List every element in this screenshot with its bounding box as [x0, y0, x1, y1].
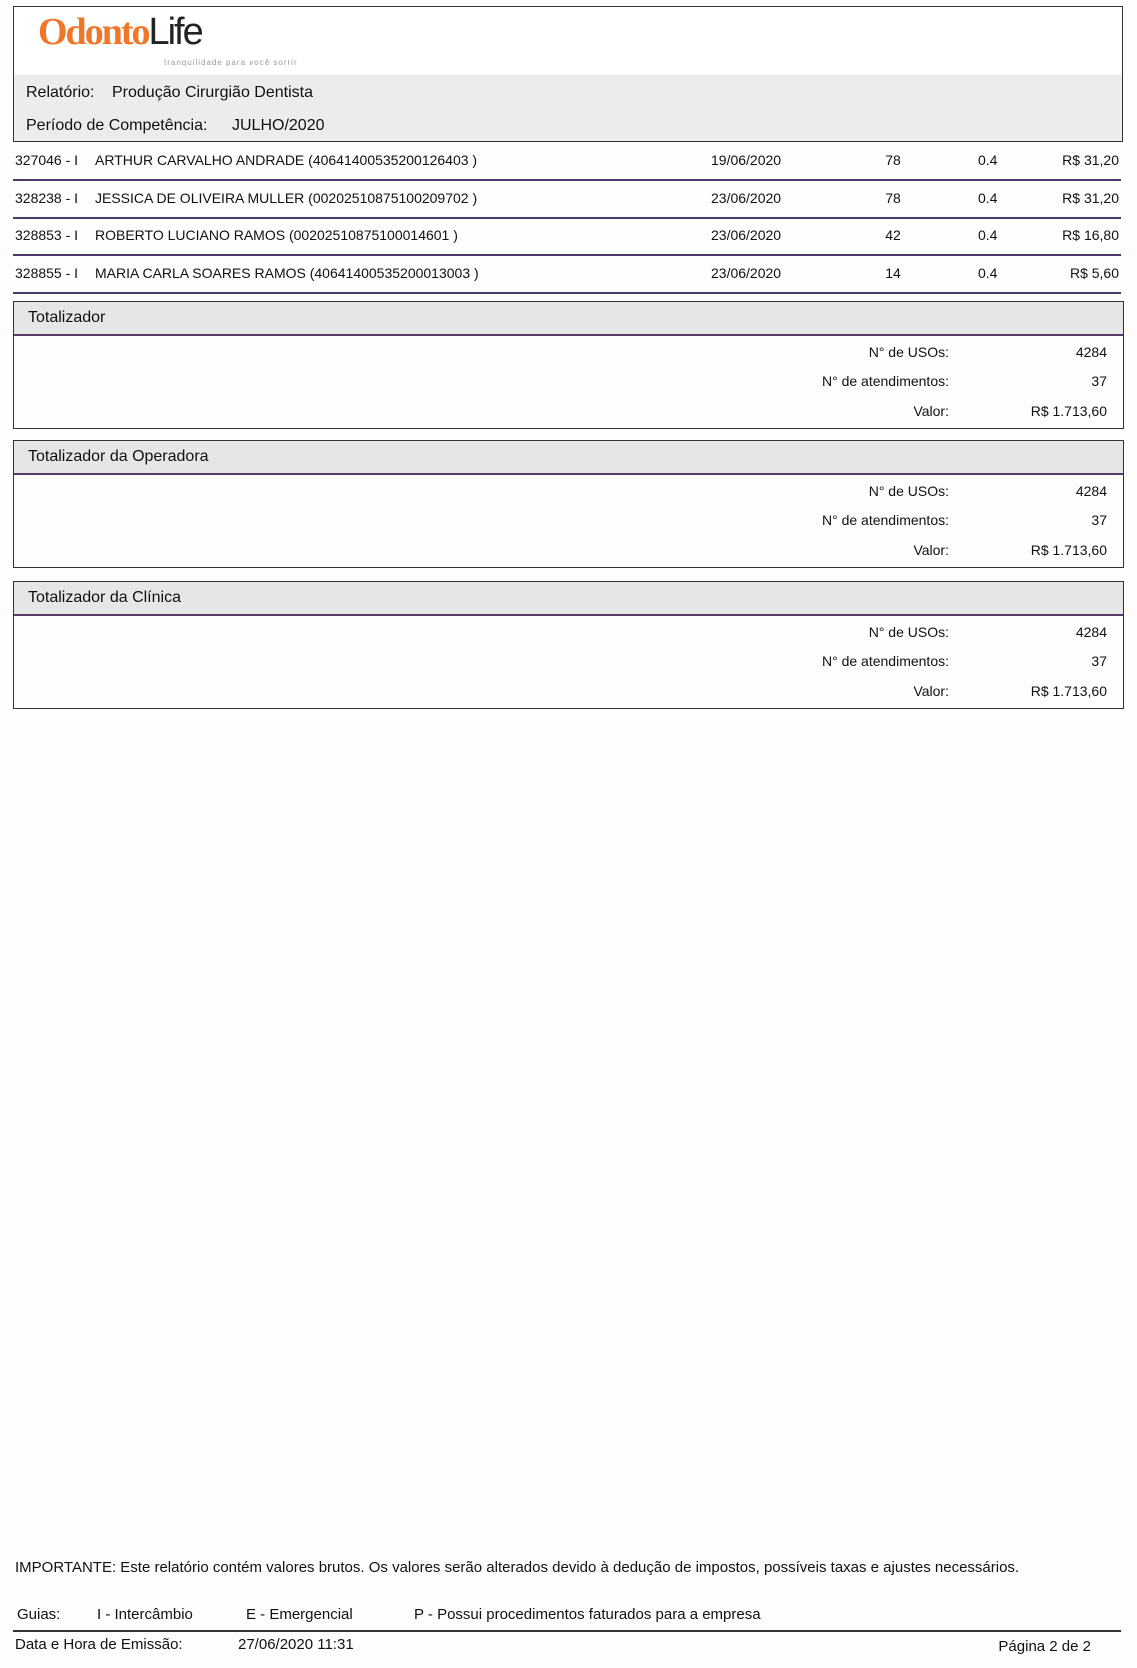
value: R$ 31,20 [1062, 152, 1119, 168]
patient-name: JESSICA DE OLIVEIRA MULLER (002025108751… [95, 189, 478, 206]
report-info: Relatório: Produção Cirurgião Dentista P… [14, 75, 1122, 141]
guide-number: 328855 - I [15, 264, 79, 281]
report-value: Produção Cirurgião Dentista [112, 84, 313, 101]
usos-value: 4284 [1075, 483, 1107, 499]
valor-value: R$ 1.713,60 [1030, 683, 1107, 699]
quantity: 14 [885, 264, 901, 281]
emission-label: Data e Hora de Emissão: [15, 1636, 183, 1653]
factor: 0.4 [978, 189, 998, 206]
usos-label: N° de USOs: [868, 483, 949, 499]
patient-name: ROBERTO LUCIANO RAMOS (00202510875100014… [95, 227, 458, 243]
emission-value: 27/06/2020 11:31 [238, 1636, 354, 1653]
guide-number: 328853 - I [15, 227, 79, 243]
totalizer-box: Totalizador da Clínica N° de USOs: 4284 … [13, 581, 1124, 709]
logo-tagline: tranquilidade para você sorrir [164, 58, 298, 67]
quantity: 42 [885, 227, 901, 243]
totalizer-box: Totalizador da Operadora N° de USOs: 428… [13, 440, 1124, 568]
factor: 0.4 [978, 264, 998, 281]
atendimentos-value: 37 [1091, 373, 1107, 389]
logo-row: OdontoLife tranquilidade para você sorri… [14, 7, 1122, 77]
usos-value: 4284 [1075, 624, 1107, 640]
value: R$ 5,60 [1069, 264, 1119, 281]
date: 23/06/2020 [711, 227, 782, 243]
footer-divider [13, 1630, 1121, 1632]
odontolife-logo: OdontoLife [38, 11, 204, 53]
quantity: 78 [885, 189, 901, 206]
date: 19/06/2020 [711, 152, 782, 168]
table-row: 328238 - I JESSICA DE OLIVEIRA MULLER (0… [13, 180, 1121, 219]
valor-label: Valor: [913, 542, 949, 558]
totalizer-title: Totalizador da Operadora [14, 441, 1123, 475]
valor-label: Valor: [913, 683, 949, 699]
totalizer-title: Totalizador [14, 302, 1123, 336]
date: 23/06/2020 [711, 189, 782, 206]
guia-emergencial: E - Emergencial [246, 1606, 353, 1623]
totalizer-title: Totalizador da Clínica [14, 582, 1123, 616]
table-row: 328855 - I MARIA CARLA SOARES RAMOS (406… [13, 255, 1121, 294]
totalizer-box: Totalizador N° de USOs: 4284 N° de atend… [13, 301, 1124, 429]
page-number: Página 2 de 2 [998, 1638, 1091, 1655]
usos-label: N° de USOs: [868, 344, 949, 360]
valor-label: Valor: [913, 403, 949, 419]
patient-name: ARTHUR CARVALHO ANDRADE (406414005352001… [95, 152, 478, 168]
guia-intercambio: I - Intercâmbio [97, 1606, 193, 1623]
report-label: Relatório: [26, 84, 95, 101]
factor: 0.4 [978, 227, 998, 243]
valor-value: R$ 1.713,60 [1030, 403, 1107, 419]
factor: 0.4 [978, 152, 998, 168]
atendimentos-label: N° de atendimentos: [821, 653, 949, 669]
usos-label: N° de USOs: [868, 624, 949, 640]
patient-name: MARIA CARLA SOARES RAMOS (40641400535200… [95, 264, 479, 281]
period-value: JULHO/2020 [232, 117, 325, 134]
value: R$ 31,20 [1062, 189, 1119, 206]
atendimentos-value: 37 [1091, 653, 1107, 669]
table-row: 327046 - I ARTHUR CARVALHO ANDRADE (4064… [13, 142, 1121, 181]
guide-number: 328238 - I [15, 189, 79, 206]
valor-value: R$ 1.713,60 [1030, 542, 1107, 558]
atendimentos-label: N° de atendimentos: [821, 373, 949, 389]
table-row: 328853 - I ROBERTO LUCIANO RAMOS (002025… [13, 217, 1121, 256]
period-label: Período de Competência: [26, 117, 208, 134]
guide-number: 327046 - I [15, 152, 79, 168]
atendimentos-value: 37 [1091, 512, 1107, 528]
guia-empresa: P - Possui procedimentos faturados para … [414, 1606, 761, 1623]
quantity: 78 [885, 152, 901, 168]
guias-label: Guias: [17, 1606, 61, 1623]
important-note: IMPORTANTE: Este relatório contém valore… [15, 1559, 1020, 1576]
report-header: OdontoLife tranquilidade para você sorri… [13, 6, 1123, 142]
value: R$ 16,80 [1062, 227, 1119, 243]
usos-value: 4284 [1075, 344, 1107, 360]
atendimentos-label: N° de atendimentos: [821, 512, 949, 528]
date: 23/06/2020 [711, 264, 782, 281]
